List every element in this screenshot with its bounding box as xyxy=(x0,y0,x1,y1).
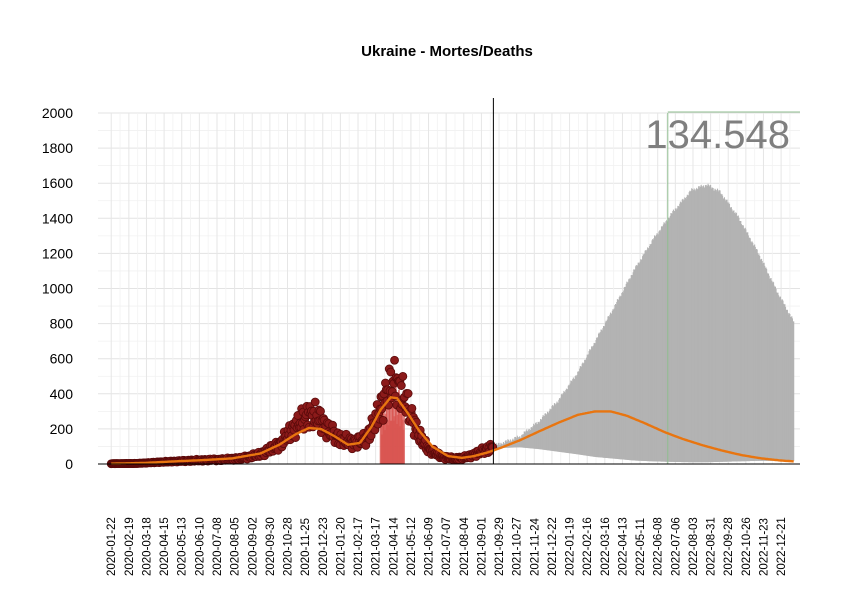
y-tick-label: 800 xyxy=(50,316,74,332)
x-tick-label: 2020-05-13 xyxy=(177,517,189,576)
x-tick-label: 2021-04-14 xyxy=(388,517,400,576)
x-tick-label: 2020-09-02 xyxy=(247,517,259,576)
trend-line xyxy=(111,396,794,465)
x-tick-label: 2020-10-28 xyxy=(283,517,295,576)
x-tick-label: 2022-02-16 xyxy=(582,517,594,576)
x-tick-label: 2022-01-19 xyxy=(565,517,577,576)
y-tick-label: 400 xyxy=(50,386,74,402)
x-tick-label: 2021-07-07 xyxy=(441,517,453,576)
observed-point xyxy=(390,355,399,365)
y-tick-label: 1000 xyxy=(42,281,73,297)
y-tick-label: 1200 xyxy=(42,245,73,261)
x-tick-label: 2021-10-27 xyxy=(512,517,524,576)
x-tick-label: 2020-08-05 xyxy=(230,517,242,576)
observed-point xyxy=(378,415,388,425)
x-tick-label: 2021-09-29 xyxy=(494,517,506,576)
axes xyxy=(98,98,800,465)
observed-point xyxy=(407,404,417,413)
daily-bars xyxy=(379,383,405,464)
x-tick-label: 2020-01-22 xyxy=(106,517,118,576)
x-tick-label: 2021-11-24 xyxy=(529,517,541,576)
trend-line-path xyxy=(111,396,794,465)
y-tick-label: 1400 xyxy=(42,210,73,226)
observed-point xyxy=(316,406,325,416)
x-tick-label: 2022-10-26 xyxy=(741,517,753,576)
x-tick-label: 2020-06-10 xyxy=(194,517,206,576)
x-tick-label: 2020-11-25 xyxy=(300,518,312,576)
x-tick-label: 2021-01-20 xyxy=(335,517,347,576)
x-tick-labels: 2020-01-22 2020-02-19 2020-03-18 2020-04-15… xyxy=(106,517,788,576)
x-tick-label: 2020-09-30 xyxy=(265,517,277,576)
observed-point xyxy=(310,397,320,407)
observed-point xyxy=(403,389,413,398)
x-tick-label: 2020-07-08 xyxy=(212,517,224,576)
x-tick-label: 2022-12-21 xyxy=(776,517,788,576)
daily-bar xyxy=(402,415,405,464)
y-tick-label: 1600 xyxy=(42,175,73,191)
x-tick-label: 2022-11-23 xyxy=(758,518,770,576)
x-tick-label: 2021-09-01 xyxy=(476,517,488,576)
x-tick-label: 2022-07-06 xyxy=(670,517,682,576)
y-tick-label: 0 xyxy=(65,456,73,472)
y-tick-label: 1800 xyxy=(42,140,73,156)
x-tick-label: 2021-05-12 xyxy=(406,517,418,576)
x-tick-label: 2020-04-15 xyxy=(159,517,171,576)
observed-point xyxy=(398,371,408,381)
x-tick-label: 2021-06-09 xyxy=(424,517,436,576)
y-tick-label: 200 xyxy=(50,421,74,437)
marker-line xyxy=(667,111,800,464)
observed-point xyxy=(386,367,396,377)
x-tick-label: 2020-03-18 xyxy=(141,517,153,576)
x-tick-label: 2021-02-17 xyxy=(353,517,365,576)
x-tick-label: 2021-08-04 xyxy=(459,517,471,576)
observed-point xyxy=(396,381,406,390)
x-tick-label: 2022-04-13 xyxy=(617,517,629,576)
chart-title: Ukraine - Mortes/Deaths xyxy=(361,43,533,60)
x-tick-label: 2022-08-03 xyxy=(688,517,700,576)
x-tick-label: 2022-09-28 xyxy=(723,517,735,576)
y-tick-labels: 0 200 400 600 800 1000 1200 1400 1600 1800 2000 xyxy=(42,105,73,472)
x-tick-label: 2020-02-19 xyxy=(124,517,136,576)
x-tick-label: 2022-03-16 xyxy=(600,517,612,576)
x-tick-label: 2020-12-23 xyxy=(318,517,330,576)
x-tick-label: 2021-03-17 xyxy=(371,517,383,576)
y-tick-label: 2000 xyxy=(42,105,73,121)
total-deaths-label: 134.548 xyxy=(645,113,790,157)
forecast-band xyxy=(492,183,795,463)
x-tick-label: 2022-08-31 xyxy=(706,517,718,576)
x-tick-label: 2022-06-08 xyxy=(653,517,665,576)
x-tick-label: 2021-12-22 xyxy=(547,517,559,576)
y-tick-label: 600 xyxy=(50,351,74,367)
x-tick-label: 2022-05-11 xyxy=(635,518,647,576)
